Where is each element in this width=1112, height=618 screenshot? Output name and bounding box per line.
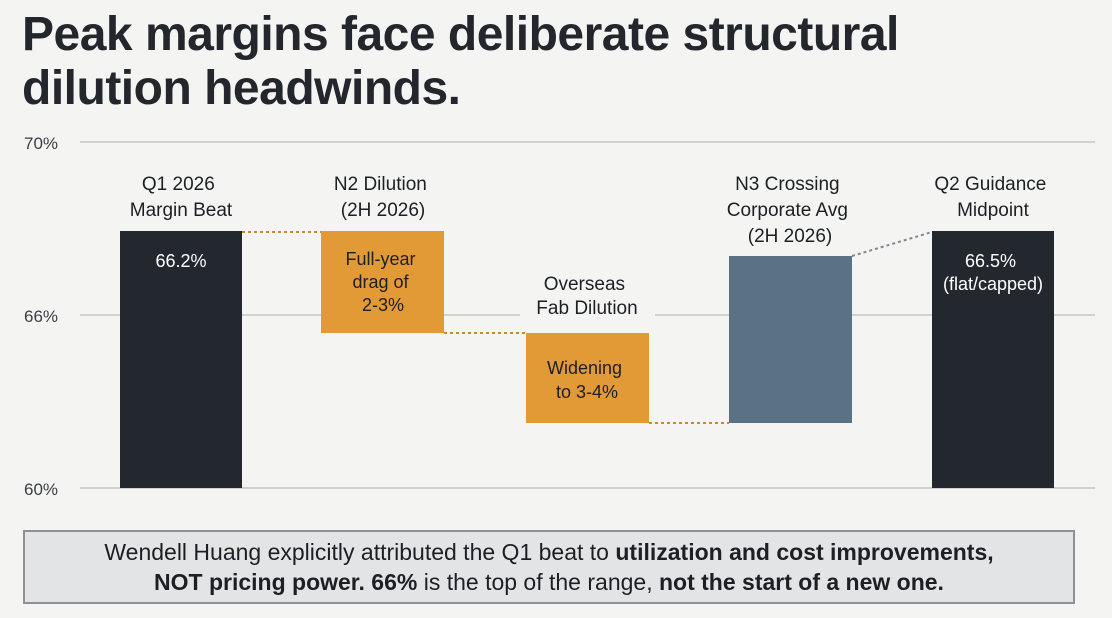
- bar-q2-inner-line-2: (flat/capped): [943, 274, 1043, 294]
- bar-group-n3: N3 Crossing Corporate Avg (2H 2026): [727, 174, 853, 423]
- bar-n3-label: N3 Crossing Corporate Avg (2H 2026): [727, 174, 853, 247]
- bar-group-q1: Q1 2026 Margin Beat 66.2%: [120, 174, 242, 488]
- bar-n3-crossing: [729, 256, 852, 423]
- callout-line-1-bold: utilization and cost improvements,: [615, 539, 994, 565]
- bar-q2-label-line-1: Q2 Guidance: [934, 174, 1046, 195]
- callout-line-1-plain: Wendell Huang explicitly attributed the …: [104, 539, 616, 565]
- bar-overseas-inner: Widening to 3-4%: [547, 358, 627, 402]
- y-tick-60: 60%: [24, 480, 58, 499]
- bar-q2-inner: 66.5% (flat/capped): [943, 251, 1043, 294]
- bar-q1-label: Q1 2026 Margin Beat: [130, 174, 233, 221]
- bar-q1-label-line-2: Margin Beat: [130, 200, 233, 221]
- waterfall-chart: 70% 66% 60% Q1 2026 Margin Beat 66.2% N2…: [24, 134, 1095, 499]
- bar-n3-label-line-1: N3 Crossing: [735, 174, 840, 195]
- bar-q2-guidance: [932, 231, 1054, 488]
- y-tick-66: 66%: [24, 307, 58, 326]
- bar-q2-label: Q2 Guidance Midpoint: [934, 174, 1051, 221]
- bar-overseas-inner-line-2: to 3-4%: [556, 382, 618, 402]
- connectors: [242, 231, 933, 424]
- bar-q1-label-line-1: Q1 2026: [142, 174, 215, 195]
- bar-n3-label-line-3: (2H 2026): [748, 226, 833, 247]
- bar-n2-inner-line-3: 2-3%: [362, 295, 404, 315]
- bar-n2-label: N2 Dilution (2H 2026): [334, 174, 432, 221]
- bar-n2-inner: Full-year drag of 2-3%: [345, 249, 420, 315]
- connector-n3-q2: [851, 231, 933, 257]
- callout-line-1: Wendell Huang explicitly attributed the …: [104, 537, 993, 567]
- bar-overseas-inner-line-1: Widening: [547, 358, 622, 378]
- bar-n2-label-line-1: N2 Dilution: [334, 174, 427, 195]
- bar-q2-inner-line-1: 66.5%: [965, 251, 1016, 271]
- bar-group-n2: N2 Dilution (2H 2026) Full-year drag of …: [321, 174, 444, 333]
- bar-n2-dilution: [321, 231, 444, 333]
- callout-line-2: NOT pricing power. 66% is the top of the…: [154, 567, 944, 597]
- bar-q2-label-line-2: Midpoint: [957, 200, 1030, 221]
- y-axis-ticks: 70% 66% 60%: [24, 134, 58, 499]
- y-tick-70: 70%: [24, 134, 58, 153]
- bar-n2-label-line-2: (2H 2026): [341, 200, 426, 221]
- bar-overseas-label-line-2: Fab Dilution: [536, 298, 637, 319]
- bar-overseas-fab-dilution: [526, 333, 649, 423]
- bar-q1-margin-beat: [120, 231, 242, 488]
- callout-line-2-bold-b: not the start of a new one.: [658, 569, 944, 595]
- bar-group-overseas: Overseas Fab Dilution Widening to 3-4%: [520, 274, 655, 423]
- bar-q1-value: 66.2%: [155, 251, 206, 271]
- title-line-2: dilution headwinds.: [22, 62, 461, 115]
- bar-overseas-label: Overseas Fab Dilution: [536, 274, 637, 319]
- bar-n3-label-line-2: Corporate Avg: [727, 200, 848, 221]
- takeaway-callout: Wendell Huang explicitly attributed the …: [23, 530, 1075, 604]
- bar-overseas-label-backdrop: [520, 296, 655, 322]
- page-title: Peak margins face deliberate structural …: [22, 8, 1082, 116]
- bar-n2-inner-line-2: drag of: [352, 272, 409, 292]
- bar-group-q2: Q2 Guidance Midpoint 66.5% (flat/capped): [932, 174, 1054, 488]
- callout-line-2-plain: is the top of the range,: [417, 569, 659, 595]
- callout-line-2-bold-a: NOT pricing power. 66%: [154, 569, 418, 595]
- bar-overseas-label-line-1: Overseas: [544, 274, 625, 295]
- title-line-1: Peak margins face deliberate structural: [22, 8, 899, 61]
- bar-n2-inner-line-1: Full-year: [345, 249, 415, 269]
